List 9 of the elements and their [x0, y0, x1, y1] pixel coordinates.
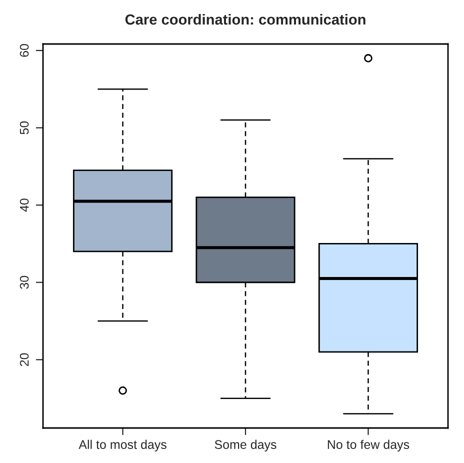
x-tick-label: No to few days: [328, 440, 410, 452]
x-tick-label: Some days: [214, 440, 276, 452]
y-tick-label: 20: [20, 353, 29, 366]
y-tick-label: 60: [20, 44, 29, 57]
chart-title: Care coordination: communication: [125, 14, 366, 25]
y-tick-label: 40: [20, 198, 29, 212]
y-tick-label: 30: [20, 276, 29, 289]
x-tick-label: All to most days: [78, 440, 166, 452]
y-tick-label: 50: [20, 121, 29, 134]
